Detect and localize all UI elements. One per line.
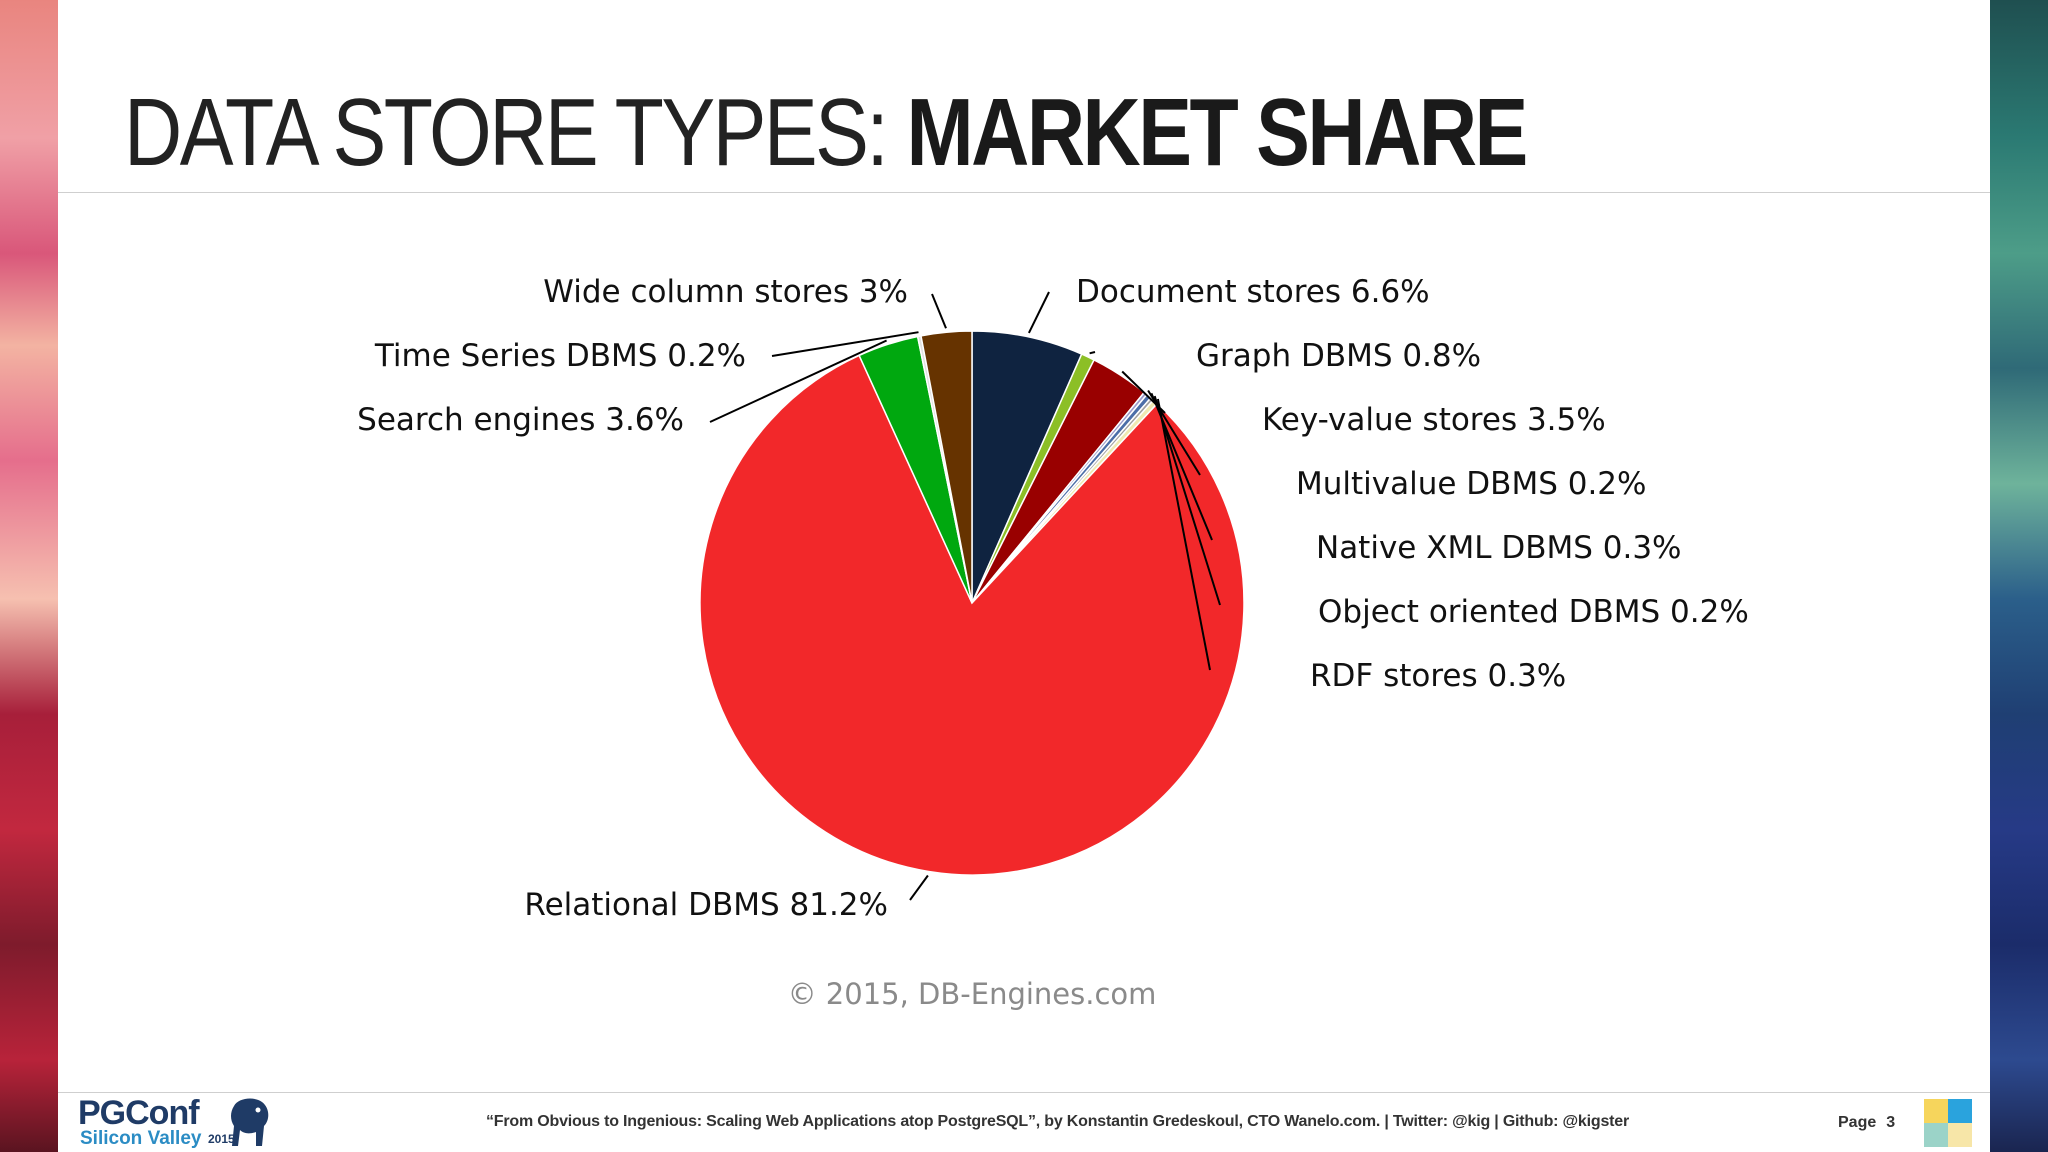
slice-label-multivalue-dbms: Multivalue DBMS 0.2% xyxy=(1296,466,1646,502)
pie-slice-wide-column-stores xyxy=(920,330,973,604)
pie-slices xyxy=(699,330,1245,876)
logo-text: PGConf xyxy=(78,1094,200,1132)
logo-year: 2015 xyxy=(208,1132,235,1146)
slide-title-bold: MARKET SHARE xyxy=(906,79,1528,186)
chart-source: © 2015, DB-Engines.com xyxy=(788,977,1157,1011)
logo-subtitle: Silicon Valley xyxy=(80,1128,202,1149)
pie-leader-lines xyxy=(709,291,1221,901)
page-number: 3 xyxy=(1886,1114,1896,1131)
right-decorative-edge xyxy=(1990,0,2048,1152)
leader-line-relational-dbms xyxy=(909,874,929,901)
color-squares-icon xyxy=(1924,1099,1972,1147)
slide-title: DATA STORE TYPES: MARKET SHARE xyxy=(124,78,1528,188)
pie-slice-document-stores xyxy=(971,330,1083,604)
slice-label-time-series-dbms: Time Series DBMS 0.2% xyxy=(374,338,746,374)
pgconf-logo: PGConf Silicon Valley 2015 xyxy=(78,1094,278,1150)
slice-label-native-xml-dbms: Native XML DBMS 0.3% xyxy=(1316,530,1682,566)
elephant-icon xyxy=(231,1098,269,1146)
slice-label-document-stores: Document stores 6.6% xyxy=(1076,274,1430,310)
page-indicator: Page 3 xyxy=(1838,1114,1895,1132)
slice-label-key-value-stores: Key-value stores 3.5% xyxy=(1262,402,1606,438)
leader-line-document-stores xyxy=(1028,291,1050,334)
leader-line-graph-dbms xyxy=(1089,351,1096,355)
slice-label-object-oriented-dbms: Object oriented DBMS 0.2% xyxy=(1318,594,1749,630)
pie-labels: Document stores 6.6% Graph DBMS 0.8% Key-v… xyxy=(357,274,1749,923)
title-divider xyxy=(58,192,1990,193)
slice-label-rdf-stores: RDF stores 0.3% xyxy=(1310,658,1566,694)
pie-slice-relational-dbms xyxy=(699,354,1245,876)
slice-label-relational-dbms: Relational DBMS 81.2% xyxy=(524,887,888,923)
pie-chart: Document stores 6.6% Graph DBMS 0.8% Key-v… xyxy=(357,274,1749,1011)
footer-credit: “From Obvious to Ingenious: Scaling Web … xyxy=(486,1113,1629,1130)
footer-divider xyxy=(58,1092,1990,1093)
slide-title-light: DATA STORE TYPES: xyxy=(124,79,889,186)
leader-line-time-series-dbms xyxy=(771,331,919,357)
leader-line-object-oriented-dbms xyxy=(1153,395,1221,606)
slice-label-wide-column-stores: Wide column stores 3% xyxy=(543,274,908,310)
slice-label-graph-dbms: Graph DBMS 0.8% xyxy=(1196,338,1481,374)
leader-line-rdf-stores xyxy=(1156,398,1211,671)
page-label: Page xyxy=(1838,1114,1877,1131)
leader-line-wide-column-stores xyxy=(931,293,947,329)
leader-line-search-engines xyxy=(709,339,888,423)
slice-label-search-engines: Search engines 3.6% xyxy=(357,402,684,438)
left-decorative-edge xyxy=(0,0,58,1152)
